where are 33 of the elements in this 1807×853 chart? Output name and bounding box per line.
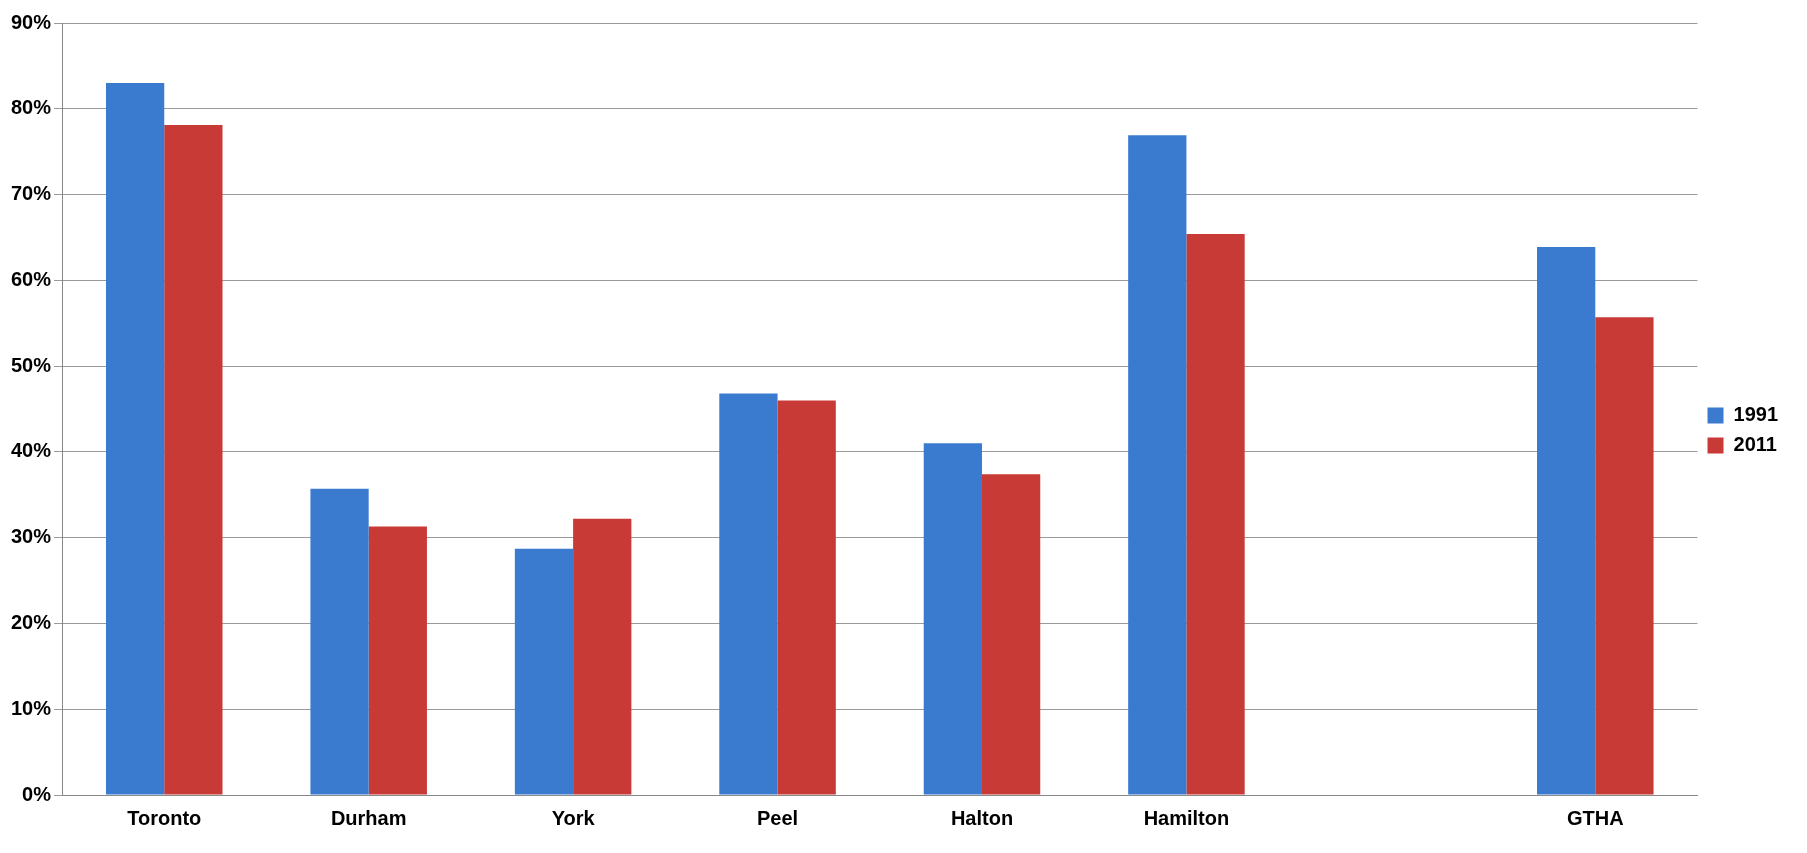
y-tick-label: 40%	[11, 439, 52, 462]
bar	[368, 526, 427, 795]
bar	[981, 474, 1041, 795]
y-tick-label: 90%	[11, 10, 52, 33]
y-tick-label: 80%	[11, 96, 52, 119]
x-tick-label: Hamilton	[1143, 806, 1230, 829]
bar	[105, 83, 165, 795]
y-tick-label: 0%	[22, 782, 52, 805]
x-tick-label: Peel	[756, 806, 799, 829]
x-tick-label: GTHA	[1566, 806, 1624, 829]
legend-label: 2011	[1733, 433, 1777, 456]
y-tick-label: 20%	[11, 610, 52, 633]
bar	[777, 400, 836, 795]
x-tick-label: Durham	[330, 806, 407, 829]
y-tick-label: 50%	[11, 353, 52, 376]
bar	[1595, 317, 1654, 795]
bar	[923, 443, 982, 795]
bar	[514, 548, 574, 795]
x-tick-label: Halton	[950, 806, 1014, 829]
bar	[310, 488, 369, 795]
bar	[1186, 234, 1245, 795]
legend-label: 1991	[1733, 403, 1779, 426]
y-tick-label: 30%	[11, 525, 52, 548]
bar	[1537, 246, 1596, 795]
bar	[164, 125, 223, 795]
x-tick-label: Toronto	[127, 806, 202, 829]
bar	[573, 518, 632, 795]
y-tick-label: 70%	[11, 182, 52, 205]
y-tick-label: 10%	[11, 696, 52, 719]
x-tick-label: York	[551, 806, 596, 829]
bar	[1128, 135, 1187, 795]
y-tick-label: 60%	[11, 267, 52, 290]
bar	[719, 393, 778, 795]
